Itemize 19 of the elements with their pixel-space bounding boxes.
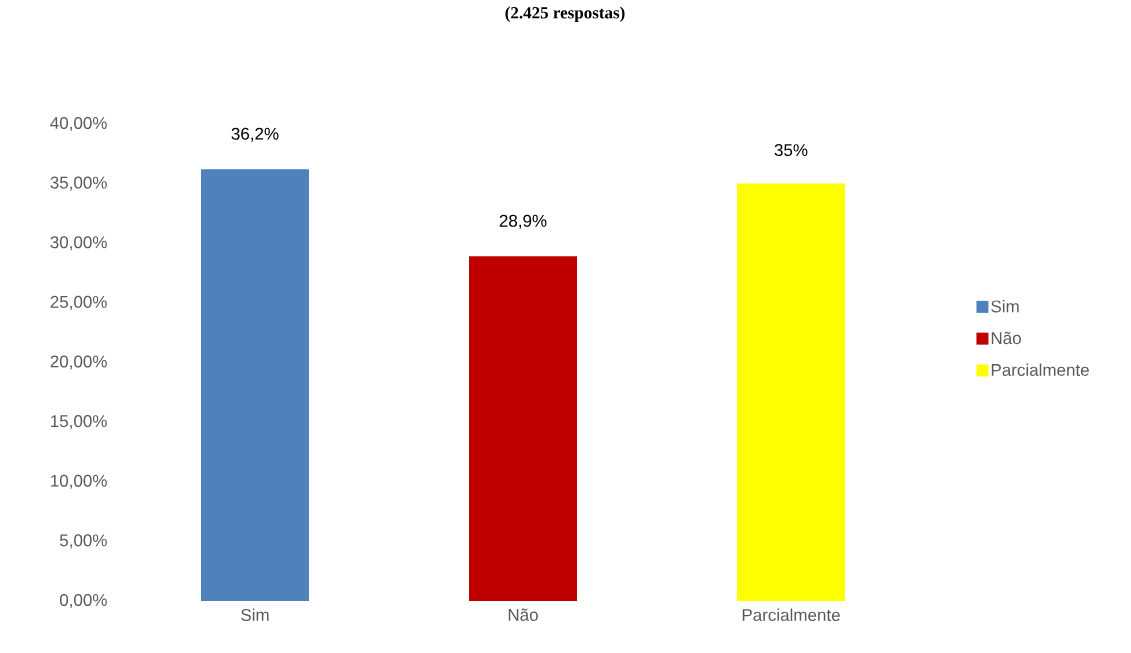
legend-label: Sim (991, 299, 1019, 313)
y-tick-label: 30,00% (50, 236, 107, 251)
y-tick-label: 20,00% (50, 355, 107, 370)
data-label: 35% (774, 144, 808, 157)
legend-label: Parcialmente (991, 363, 1089, 376)
y-tick-label: 35,00% (50, 176, 107, 191)
data-label: 36,2% (231, 127, 279, 142)
x-tick-label: Não (508, 608, 538, 621)
legend-label: Não (991, 331, 1021, 345)
y-tick-label: 10,00% (51, 474, 107, 489)
y-tick-label: 25,00% (50, 295, 107, 310)
chart-subtitle: (2.425 respostas) (505, 6, 625, 22)
y-tick-label: 40,00% (50, 116, 107, 132)
data-label: 28,9% (499, 214, 547, 229)
x-tick-label: Parcialmente (742, 608, 840, 622)
y-tick-label: 0,00% (59, 593, 107, 609)
y-tick-label: 15,00% (51, 415, 107, 430)
y-tick-label: 5,00% (59, 534, 107, 549)
x-tick-label: Sim (241, 608, 269, 622)
